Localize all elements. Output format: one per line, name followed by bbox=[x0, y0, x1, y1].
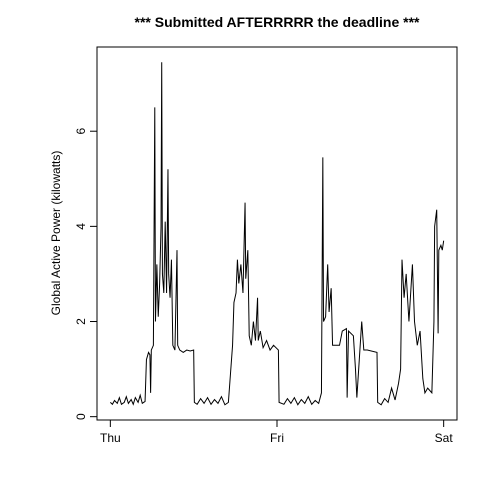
y-tick-label: 6 bbox=[74, 128, 88, 135]
y-axis-label: Global Active Power (kilowatts) bbox=[49, 151, 63, 316]
y-tick-label: 0 bbox=[74, 413, 88, 420]
line-series bbox=[109, 62, 445, 406]
x-tick-label: Fri bbox=[270, 431, 284, 445]
y-tick-label: 4 bbox=[74, 223, 88, 230]
y-tick-label: 2 bbox=[74, 318, 88, 325]
x-tick-label: Sat bbox=[435, 431, 454, 445]
chart-title: *** Submitted AFTERRRRR the deadline *** bbox=[135, 14, 421, 30]
x-tick-label: Thu bbox=[100, 431, 121, 445]
